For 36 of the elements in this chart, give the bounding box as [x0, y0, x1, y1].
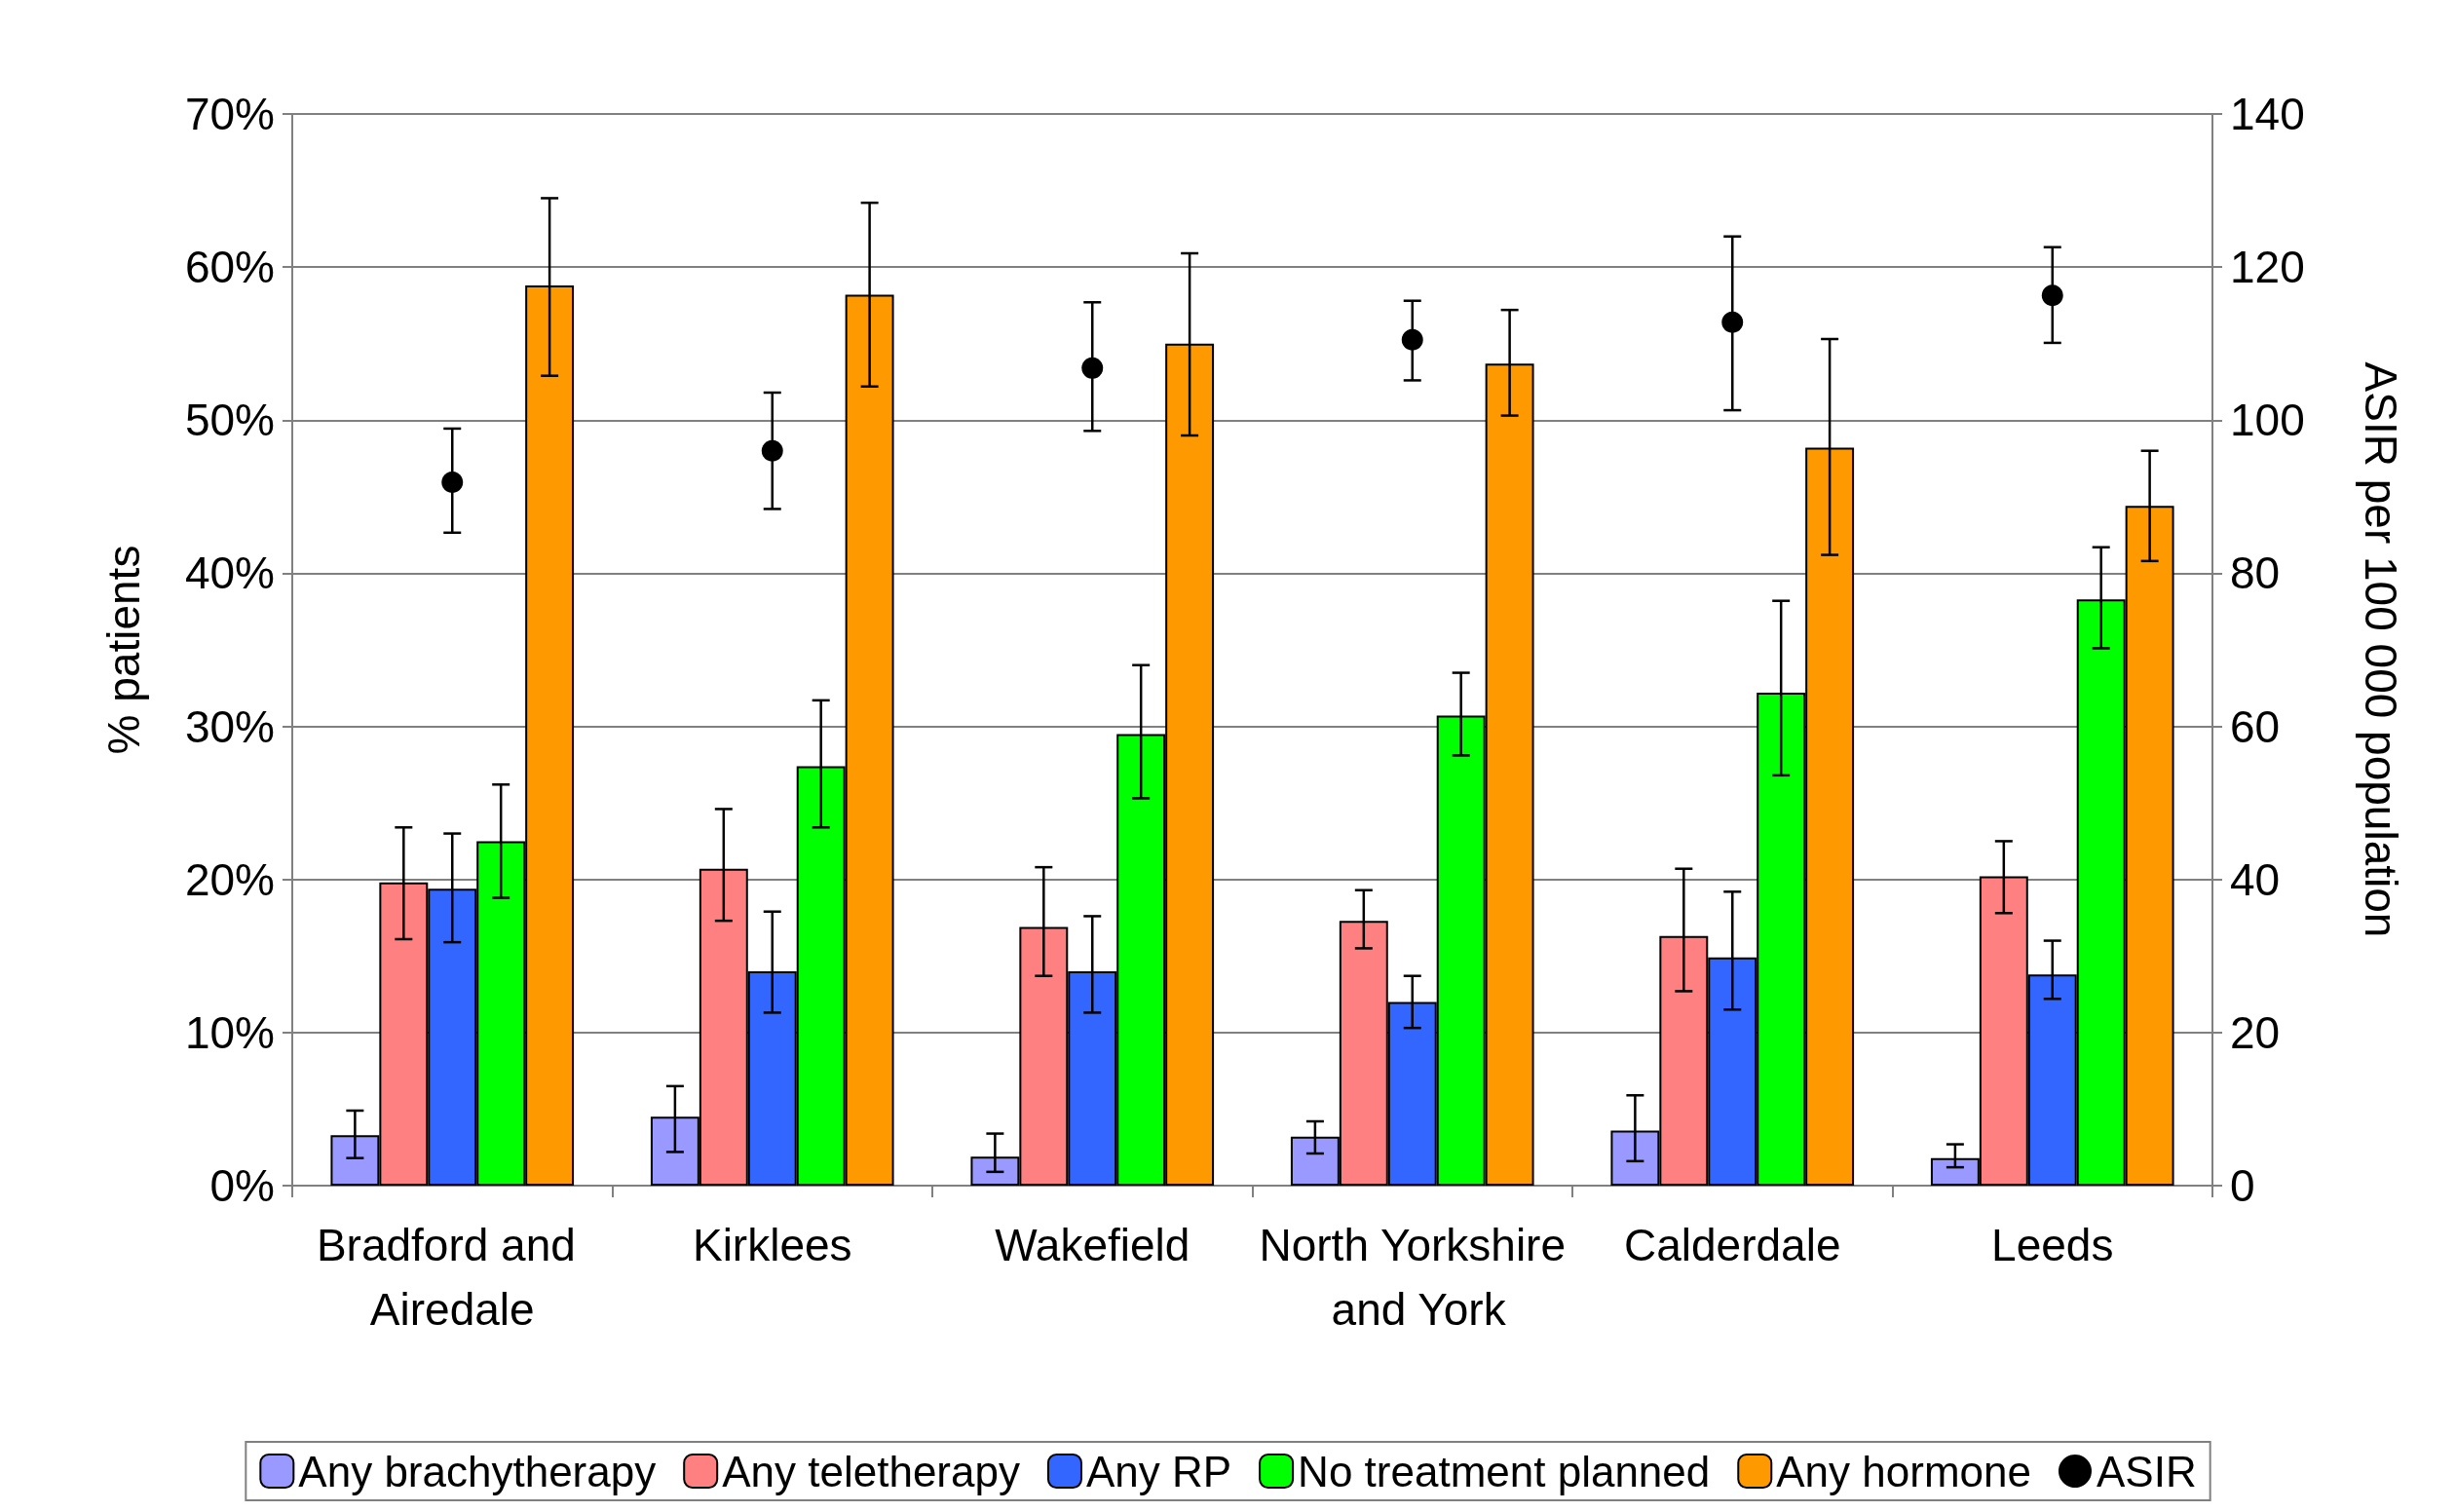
y2-axis-title: ASIR per 100 000 population — [2356, 361, 2406, 938]
y2-tick-label: 60 — [2230, 700, 2281, 752]
x-tick-label: North Yorkshire and York — [1259, 1220, 1566, 1335]
y2-tick-label: 100 — [2230, 395, 2305, 446]
legend-label: ASIR — [2096, 1447, 2197, 1495]
point — [761, 439, 783, 462]
legend-label: Any RP — [1085, 1447, 1232, 1495]
y-tick-label: 20% — [184, 853, 275, 905]
legend-label: Any teletherapy — [722, 1447, 1020, 1495]
x-tick-label: Leeds — [1991, 1220, 2114, 1270]
y2-tick-label: 20 — [2230, 1006, 2281, 1058]
point — [1081, 357, 1104, 379]
y-axis-title: % patients — [98, 545, 149, 755]
point — [441, 471, 464, 493]
y-tick-label: 60% — [184, 242, 275, 293]
x-tick-label: Kirklees — [692, 1220, 852, 1270]
legend-label: Any hormone — [1776, 1447, 2031, 1495]
y2-tick-label: 120 — [2230, 242, 2305, 293]
point — [1721, 311, 1744, 333]
y2-tick-label: 0 — [2230, 1160, 2255, 1211]
legend-label: Any brachytherapy — [298, 1447, 657, 1495]
legend-label: No treatment planned — [1298, 1447, 1711, 1495]
y-tick-label: 10% — [184, 1006, 275, 1058]
y-tick-label: 0% — [209, 1160, 275, 1211]
x-tick-label: Calderdale — [1624, 1220, 1841, 1270]
y2-tick-label: 40 — [2230, 853, 2281, 905]
y-tick-label: 70% — [184, 89, 275, 139]
x-tick-label: Wakefield — [995, 1220, 1190, 1270]
x-tick-label: Bradford and Airedale — [316, 1220, 588, 1335]
point — [1401, 328, 1423, 351]
y2-tick-label: 80 — [2230, 548, 2281, 599]
y-tick-label: 30% — [184, 700, 275, 752]
y2-tick-label: 140 — [2230, 89, 2305, 139]
y-tick-label: 40% — [184, 548, 275, 599]
point — [2041, 284, 2063, 307]
y-tick-label: 50% — [184, 395, 275, 446]
